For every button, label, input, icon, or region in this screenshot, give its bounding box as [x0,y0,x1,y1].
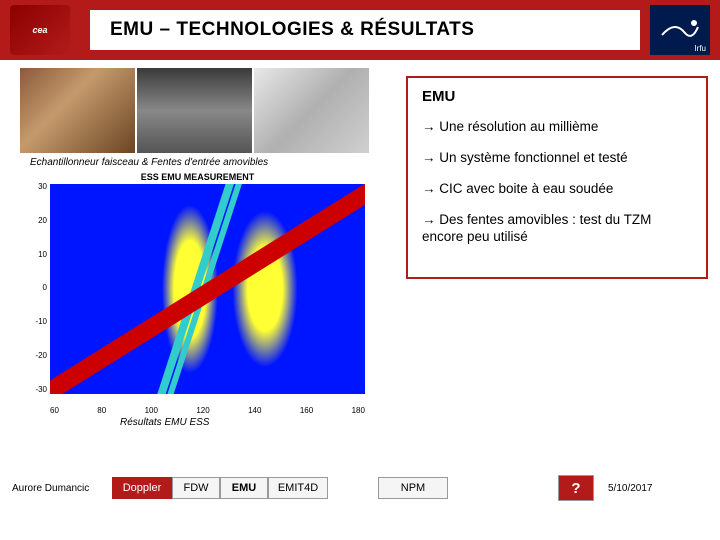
xtick: 140 [248,406,261,415]
xtick: 80 [97,406,106,415]
bullet-text: Des fentes amovibles : test du TZM encor… [422,212,651,244]
xtick: 60 [50,406,59,415]
page-title: EMU – TECHNOLOGIES & RÉSULTATS [110,19,474,41]
nav-fdw[interactable]: FDW [172,477,220,499]
panel-heading: EMU [422,88,692,105]
footer: Aurore Dumancic Doppler FDW EMU EMIT4D N… [0,468,720,508]
nav-emit4d[interactable]: EMIT4D [268,477,328,499]
cea-logo: cea [10,5,70,55]
cea-logo-text: cea [32,25,47,35]
bullet-4: → Des fentes amovibles : test du TZM enc… [422,212,692,246]
arrow-icon: → [422,212,436,227]
arrow-icon: → [422,119,436,134]
bullet-1: → Une résolution au millième [422,119,692,136]
ytick: -10 [29,317,47,326]
xtick: 100 [145,406,158,415]
xtick: 120 [196,406,209,415]
flare-right [230,184,300,394]
title-bar: EMU – TECHNOLOGIES & RÉSULTATS [90,10,640,50]
xtick: 160 [300,406,313,415]
nav-question[interactable]: ? [558,475,594,501]
photo-assembly [137,68,252,153]
emu-chart: ESS EMU MEASUREMENT 30 20 10 0 -10 -20 -… [15,170,380,415]
bullet-3: → CIC avec boite à eau soudée [422,181,692,198]
chart-title: ESS EMU MEASUREMENT [15,170,380,182]
nav-doppler[interactable]: Doppler [112,477,172,499]
bullet-text: CIC avec boite à eau soudée [439,181,613,196]
arrow-icon: → [422,181,436,196]
nav-emu[interactable]: EMU [220,477,268,499]
nav-row: Doppler FDW EMU EMIT4D NPM ? 5/10/2017 [112,475,653,501]
ytick: -20 [29,351,47,360]
photo-slits [254,68,369,153]
header-bar: cea EMU – TECHNOLOGIES & RÉSULTATS Irfu [0,0,720,60]
ytick: 20 [29,216,47,225]
author-name: Aurore Dumancic [12,483,112,494]
x-axis: 60 80 100 120 140 160 180 [50,406,365,415]
irfu-logo-text: Irfu [694,44,706,53]
chart-caption: Résultats EMU ESS [120,417,720,428]
photo-sampler [20,68,135,153]
ytick: 30 [29,182,47,191]
content-area: Echantillonneur faisceau & Fentes d'entr… [0,68,720,508]
nav-npm[interactable]: NPM [378,477,448,499]
xtick: 180 [352,406,365,415]
footer-date: 5/10/2017 [608,483,653,494]
plot-area [50,184,365,394]
bullet-text: Une résolution au millième [439,119,598,134]
arrow-icon: → [422,150,436,165]
bullet-text: Un système fonctionnel et testé [439,150,627,165]
irfu-logo: Irfu [650,5,710,55]
emu-panel: EMU → Une résolution au millième → Un sy… [406,76,708,279]
ytick: -30 [29,385,47,394]
bullet-2: → Un système fonctionnel et testé [422,150,692,167]
y-axis: 30 20 10 0 -10 -20 -30 [29,182,47,394]
ytick: 0 [29,283,47,292]
ytick: 10 [29,250,47,259]
